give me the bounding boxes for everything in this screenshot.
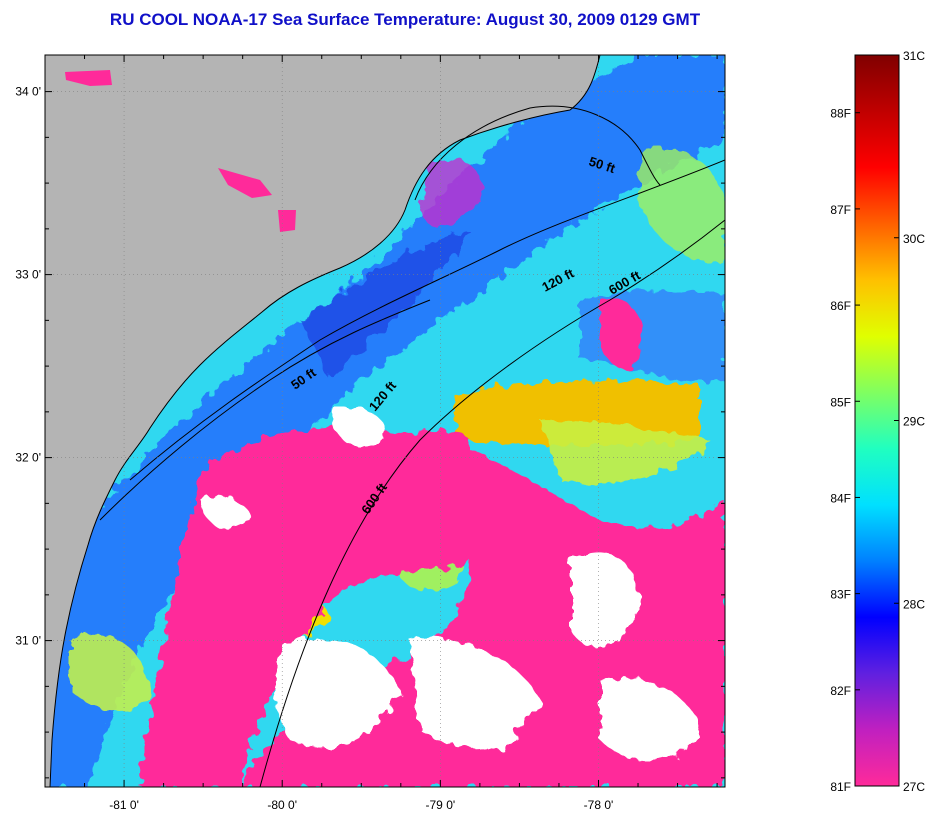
colorbar-celsius-label: 30C [903, 232, 925, 246]
inland-water [65, 70, 296, 232]
lat-tick-label: 32 0' [15, 451, 41, 465]
colorbar-fahrenheit-label: 85F [830, 395, 851, 409]
lat-tick-label: 33 0' [15, 268, 41, 282]
lon-tick-label: -80 0' [267, 798, 297, 812]
colorbar-fahrenheit-label: 81F [830, 780, 851, 794]
colorbar-fahrenheit-label: 86F [830, 299, 851, 313]
colorbar-fahrenheit-label: 88F [830, 107, 851, 121]
colorbar-celsius-label: 29C [903, 415, 925, 429]
colorbar-fahrenheit-label: 87F [830, 203, 851, 217]
graticule [45, 55, 725, 787]
axis-ticks: 34 0' 33 0' 32 0' 31 0' -81 0' -80 0' -79 0' -7… [15, 55, 725, 812]
land-mass [45, 55, 601, 787]
lon-tick-label: -81 0' [109, 798, 139, 812]
map-title: RU COOL NOAA-17 Sea Surface Temperature:… [109, 10, 701, 29]
depth-contours [99, 105, 725, 787]
lon-tick-label: -79 0' [426, 798, 456, 812]
cloud-mask [200, 406, 700, 762]
colorbar-celsius-label: 28C [903, 597, 925, 611]
colorbar-celsius-label: 31C [903, 49, 925, 63]
colorbar-gradient [854, 54, 900, 787]
colorbar-fahrenheit-label: 84F [830, 491, 851, 505]
lat-tick-label: 31 0' [15, 634, 41, 648]
lat-tick-label: 34 0' [15, 85, 41, 99]
map-frame [44, 54, 726, 788]
colorbar-celsius-label: 27C [903, 780, 925, 794]
colorbar-fahrenheit-label: 83F [830, 588, 851, 602]
colorbar-fahrenheit-label: 82F [830, 684, 851, 698]
lon-tick-label: -78 0' [584, 798, 614, 812]
colorbar-ticks: 88F 87F 86F 85F 84F 83F 82F 81F 31C 30C 29C 28C 27C [830, 49, 925, 794]
